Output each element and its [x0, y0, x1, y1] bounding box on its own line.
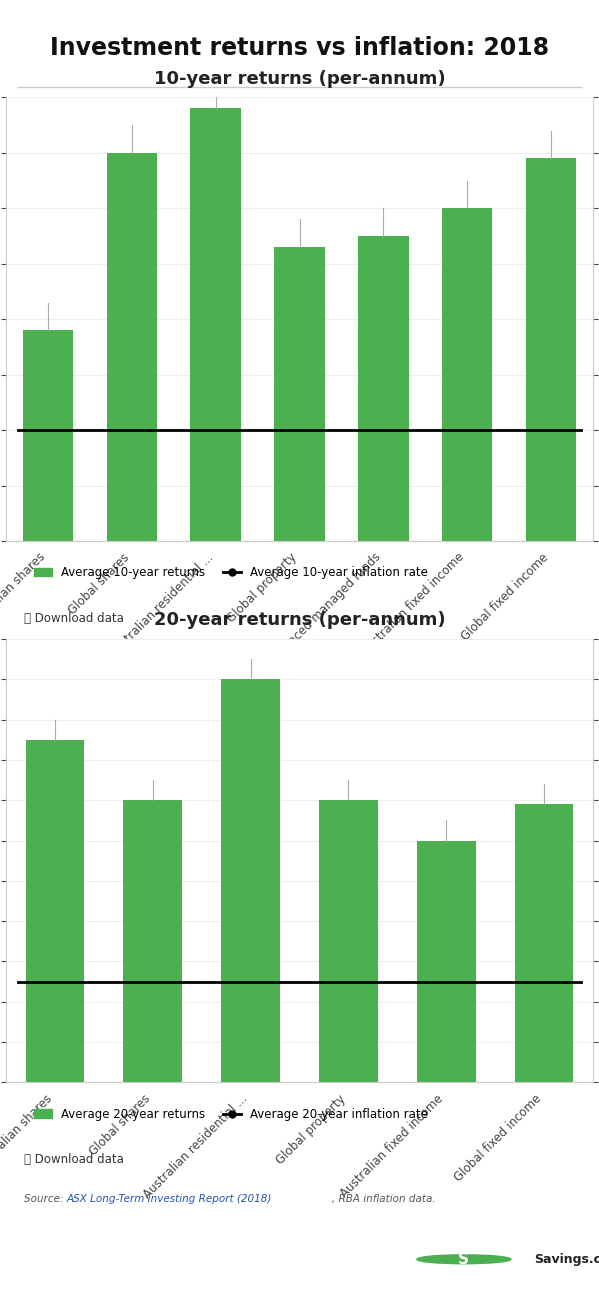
- Bar: [526, 159, 576, 541]
- Bar: [515, 805, 573, 1083]
- Title: 20-year returns (per-annum): 20-year returns (per-annum): [154, 611, 445, 629]
- Text: S: S: [458, 1252, 470, 1266]
- Bar: [274, 247, 325, 541]
- Bar: [190, 108, 241, 541]
- Legend: Average 20-year returns, Average 20-year inflation rate: Average 20-year returns, Average 20-year…: [29, 1102, 433, 1126]
- Text: , RBA inflation data.: , RBA inflation data.: [332, 1193, 435, 1204]
- Text: Savings.com.au: Savings.com.au: [534, 1253, 599, 1266]
- Title: 10-year returns (per-annum): 10-year returns (per-annum): [154, 69, 445, 87]
- Text: ⤓ Download data: ⤓ Download data: [23, 612, 123, 625]
- Bar: [23, 330, 73, 541]
- Legend: Average 10-year returns, Average 10-year inflation rate: Average 10-year returns, Average 10-year…: [29, 562, 433, 584]
- Bar: [221, 679, 280, 1083]
- Bar: [107, 153, 157, 541]
- Bar: [358, 237, 409, 541]
- Text: ASX Long-Term Investing Report (2018): ASX Long-Term Investing Report (2018): [66, 1193, 272, 1204]
- Bar: [319, 801, 378, 1083]
- Circle shape: [417, 1254, 511, 1264]
- Text: ⤓ Download data: ⤓ Download data: [23, 1153, 123, 1166]
- Bar: [417, 841, 476, 1083]
- Text: Investment returns vs inflation: 2018: Investment returns vs inflation: 2018: [50, 36, 549, 60]
- Bar: [26, 740, 84, 1083]
- Text: Source:: Source:: [23, 1193, 66, 1204]
- Bar: [123, 801, 182, 1083]
- Bar: [442, 208, 492, 541]
